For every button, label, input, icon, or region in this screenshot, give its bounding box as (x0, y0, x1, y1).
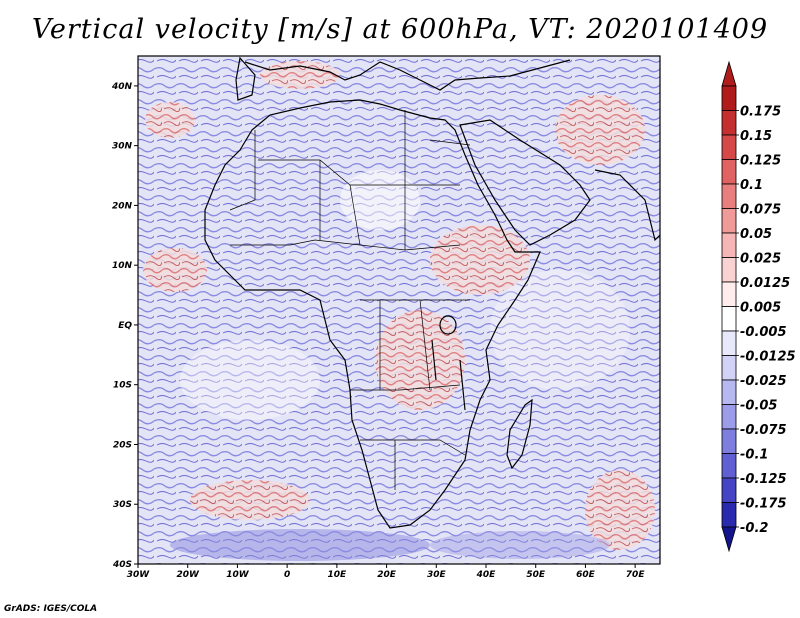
colorbar-swatch (721, 208, 737, 234)
lat-tick-label: 40S (112, 560, 132, 570)
lon-tick-label: 60E (576, 570, 596, 580)
colorbar-swatch (721, 306, 737, 332)
colorbar-swatch (721, 110, 737, 136)
lat-tick-label: 20S (113, 440, 132, 450)
colorbar-swatch (721, 477, 737, 503)
colorbar-label: -0.005 (740, 325, 787, 340)
arabia-coastline (459, 119, 591, 246)
lat-tick-label: EQ (118, 321, 132, 331)
lon-tick-label: 10W (226, 570, 250, 580)
colorbar-swatch (721, 281, 737, 307)
lat-tick-label: 10N (112, 261, 133, 271)
colorbar-swatch (721, 355, 737, 381)
colorbar-top-arrow (721, 60, 737, 87)
colorbar-swatch (721, 257, 737, 283)
colorbar-label: 0.0125 (740, 276, 790, 291)
latitude-axis: 40N 30N 20N 10N EQ 10S 20S 30S 40S (111, 82, 138, 570)
colorbar-bottom-arrow (721, 526, 737, 553)
lat-tick-label: 30N (112, 142, 133, 152)
madagascar-coastline (506, 398, 533, 470)
iberia-coastline (235, 56, 256, 101)
colorbar-label: -0.0125 (740, 350, 796, 365)
lat-tick-label: 30S (113, 500, 132, 510)
colorbar-label: 0.05 (740, 227, 772, 242)
great-lakes (431, 315, 466, 411)
lon-tick-label: 10E (328, 570, 348, 580)
colorbar-label: -0.175 (740, 497, 787, 512)
lat-tick-label: 20N (112, 201, 133, 211)
africa-coastline (204, 99, 541, 529)
colorbar-swatch (721, 502, 737, 528)
colorbar-label: 0.125 (740, 154, 781, 169)
map-title: Vertical velocity [m/s] at 600hPa, VT: 2… (31, 14, 769, 45)
velocity-field-patches (143, 61, 655, 561)
colorbar-swatch (721, 404, 737, 430)
colorbar-label: 0.15 (740, 129, 772, 144)
colorbar-swatch (721, 428, 737, 454)
colorbar-label: -0.05 (740, 399, 777, 414)
colorbar-label: -0.025 (740, 374, 787, 389)
colorbar-label: -0.1 (740, 448, 768, 463)
colorbar-swatch (721, 232, 737, 258)
colorbar-swatch (721, 159, 737, 185)
lat-tick-label: 10S (113, 381, 132, 391)
lon-tick-label: 30E (427, 570, 447, 580)
colorbar-label: -0.125 (740, 472, 787, 487)
colorbar-swatch (721, 379, 737, 405)
colorbar-swatch (721, 134, 737, 160)
colorbar-label: -0.2 (740, 521, 768, 536)
lon-tick-label: 50E (526, 570, 546, 580)
plot-frame (137, 55, 661, 565)
lon-tick-label: 20W (176, 570, 200, 580)
colorbar-swatch (721, 330, 737, 356)
colorbar-label: 0.175 (740, 105, 781, 120)
map-plot-area (137, 55, 661, 565)
europe-coastline (244, 59, 571, 91)
colorbar-label: 0.1 (740, 178, 763, 193)
lon-tick-label: 0 (284, 570, 290, 580)
lon-tick-label: 70E (626, 570, 646, 580)
lon-tick-label: 20E (377, 570, 397, 580)
lon-tick-label: 40E (476, 570, 497, 580)
country-borders (229, 110, 471, 490)
colorbar-swatch (721, 85, 737, 111)
grads-credit: GrADS: IGES/COLA (4, 604, 98, 614)
coastlines (204, 56, 661, 529)
colorbar-label: -0.075 (740, 423, 787, 438)
colorbar-swatch (721, 183, 737, 209)
asia-coastline (594, 169, 661, 242)
lat-tick-label: 40N (111, 82, 133, 92)
colorbar-label: 0.005 (740, 301, 781, 316)
lon-tick-label: 30W (127, 570, 151, 580)
colorbar-label: 0.075 (740, 203, 781, 218)
longitude-axis: 30W 20W 10W 0 10E 20E 30E 40E 50E 60E 70E (127, 564, 646, 580)
colorbar-swatch (721, 453, 737, 479)
colorbar: 0.175 0.15 0.125 0.1 0.075 0.05 0.025 0.0125 0.0… (721, 60, 796, 553)
colorbar-label: 0.025 (740, 252, 781, 267)
